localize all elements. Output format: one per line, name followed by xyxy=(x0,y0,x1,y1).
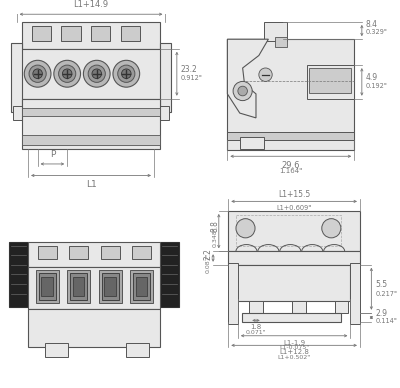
Text: L1-0.075": L1-0.075" xyxy=(279,345,309,350)
Bar xyxy=(22,135,160,145)
Text: 1.164": 1.164" xyxy=(279,168,302,174)
Text: 2.2: 2.2 xyxy=(204,248,213,260)
Text: 0.071": 0.071" xyxy=(246,330,266,335)
Bar xyxy=(11,43,22,112)
Bar xyxy=(22,22,160,49)
Bar xyxy=(292,301,306,313)
Text: P: P xyxy=(50,150,55,159)
Circle shape xyxy=(54,60,80,87)
Bar xyxy=(228,263,238,324)
Circle shape xyxy=(62,69,72,78)
Circle shape xyxy=(113,60,140,87)
Bar xyxy=(160,43,171,112)
Bar xyxy=(160,106,169,120)
Text: L1+14.9: L1+14.9 xyxy=(74,0,108,9)
Bar xyxy=(309,68,351,93)
Text: 0.912": 0.912" xyxy=(181,74,202,81)
Bar xyxy=(120,26,140,41)
Text: L1: L1 xyxy=(86,180,96,189)
Circle shape xyxy=(83,60,110,87)
Bar xyxy=(236,265,350,301)
Bar xyxy=(102,274,119,300)
Circle shape xyxy=(236,219,255,238)
Bar xyxy=(62,26,80,41)
Text: 29.6: 29.6 xyxy=(282,161,300,170)
Text: L1+0.609": L1+0.609" xyxy=(276,205,312,211)
Text: 0.114": 0.114" xyxy=(375,318,397,324)
Bar xyxy=(160,242,179,307)
Text: 0.348": 0.348" xyxy=(212,227,218,247)
Bar xyxy=(28,267,160,309)
Bar xyxy=(126,343,149,357)
Circle shape xyxy=(92,69,102,78)
Bar xyxy=(38,246,57,259)
Circle shape xyxy=(233,81,252,100)
Bar xyxy=(22,108,160,116)
Bar xyxy=(67,270,90,303)
Bar xyxy=(99,270,122,303)
Polygon shape xyxy=(227,39,268,118)
Text: 0.192": 0.192" xyxy=(366,83,388,89)
Bar xyxy=(73,277,84,296)
Bar xyxy=(275,37,286,47)
Bar xyxy=(306,65,354,99)
Circle shape xyxy=(59,65,76,82)
Bar xyxy=(130,270,153,303)
Text: 0.217": 0.217" xyxy=(375,291,397,296)
Bar xyxy=(350,263,360,324)
Circle shape xyxy=(118,65,135,82)
Bar xyxy=(264,22,288,41)
Bar xyxy=(236,215,341,246)
Bar xyxy=(242,313,341,322)
Bar xyxy=(28,242,160,267)
Circle shape xyxy=(29,65,46,82)
Bar xyxy=(13,106,22,120)
Bar xyxy=(228,251,360,265)
Circle shape xyxy=(238,86,248,96)
Circle shape xyxy=(88,65,105,82)
Bar xyxy=(227,39,354,149)
Bar xyxy=(104,277,116,296)
Bar xyxy=(42,277,53,296)
Text: 23.2: 23.2 xyxy=(181,66,198,74)
Text: 8.8: 8.8 xyxy=(210,220,220,232)
Bar xyxy=(38,274,56,300)
Text: 0.087": 0.087" xyxy=(206,253,211,273)
Bar xyxy=(32,26,51,41)
Text: 1.8: 1.8 xyxy=(250,324,262,330)
Circle shape xyxy=(322,219,341,238)
Bar xyxy=(36,270,59,303)
Bar xyxy=(91,26,110,41)
Bar xyxy=(132,246,151,259)
Bar xyxy=(227,132,354,140)
Text: L1+0.502": L1+0.502" xyxy=(278,355,311,360)
Bar xyxy=(45,343,68,357)
Text: L1+12.8: L1+12.8 xyxy=(279,349,309,355)
Text: L1+15.5: L1+15.5 xyxy=(278,191,310,199)
Bar xyxy=(249,301,263,313)
Bar xyxy=(28,309,160,347)
Bar xyxy=(133,274,150,300)
Bar xyxy=(228,211,360,251)
Bar xyxy=(240,137,264,149)
Text: L1-1.9: L1-1.9 xyxy=(283,340,305,346)
Circle shape xyxy=(24,60,51,87)
Bar xyxy=(100,246,120,259)
Bar xyxy=(22,99,160,149)
Circle shape xyxy=(122,69,131,78)
Bar xyxy=(17,49,166,99)
Circle shape xyxy=(33,69,42,78)
Text: 5.5: 5.5 xyxy=(375,281,387,289)
Text: 0.329": 0.329" xyxy=(366,29,388,35)
Circle shape xyxy=(259,68,272,81)
Bar xyxy=(69,246,88,259)
Bar xyxy=(9,242,28,307)
Text: 8.4: 8.4 xyxy=(366,20,378,29)
Bar xyxy=(70,274,87,300)
Bar xyxy=(136,277,147,296)
Text: 2.9: 2.9 xyxy=(375,309,387,318)
Bar xyxy=(335,301,348,313)
Text: 4.9: 4.9 xyxy=(366,73,378,81)
